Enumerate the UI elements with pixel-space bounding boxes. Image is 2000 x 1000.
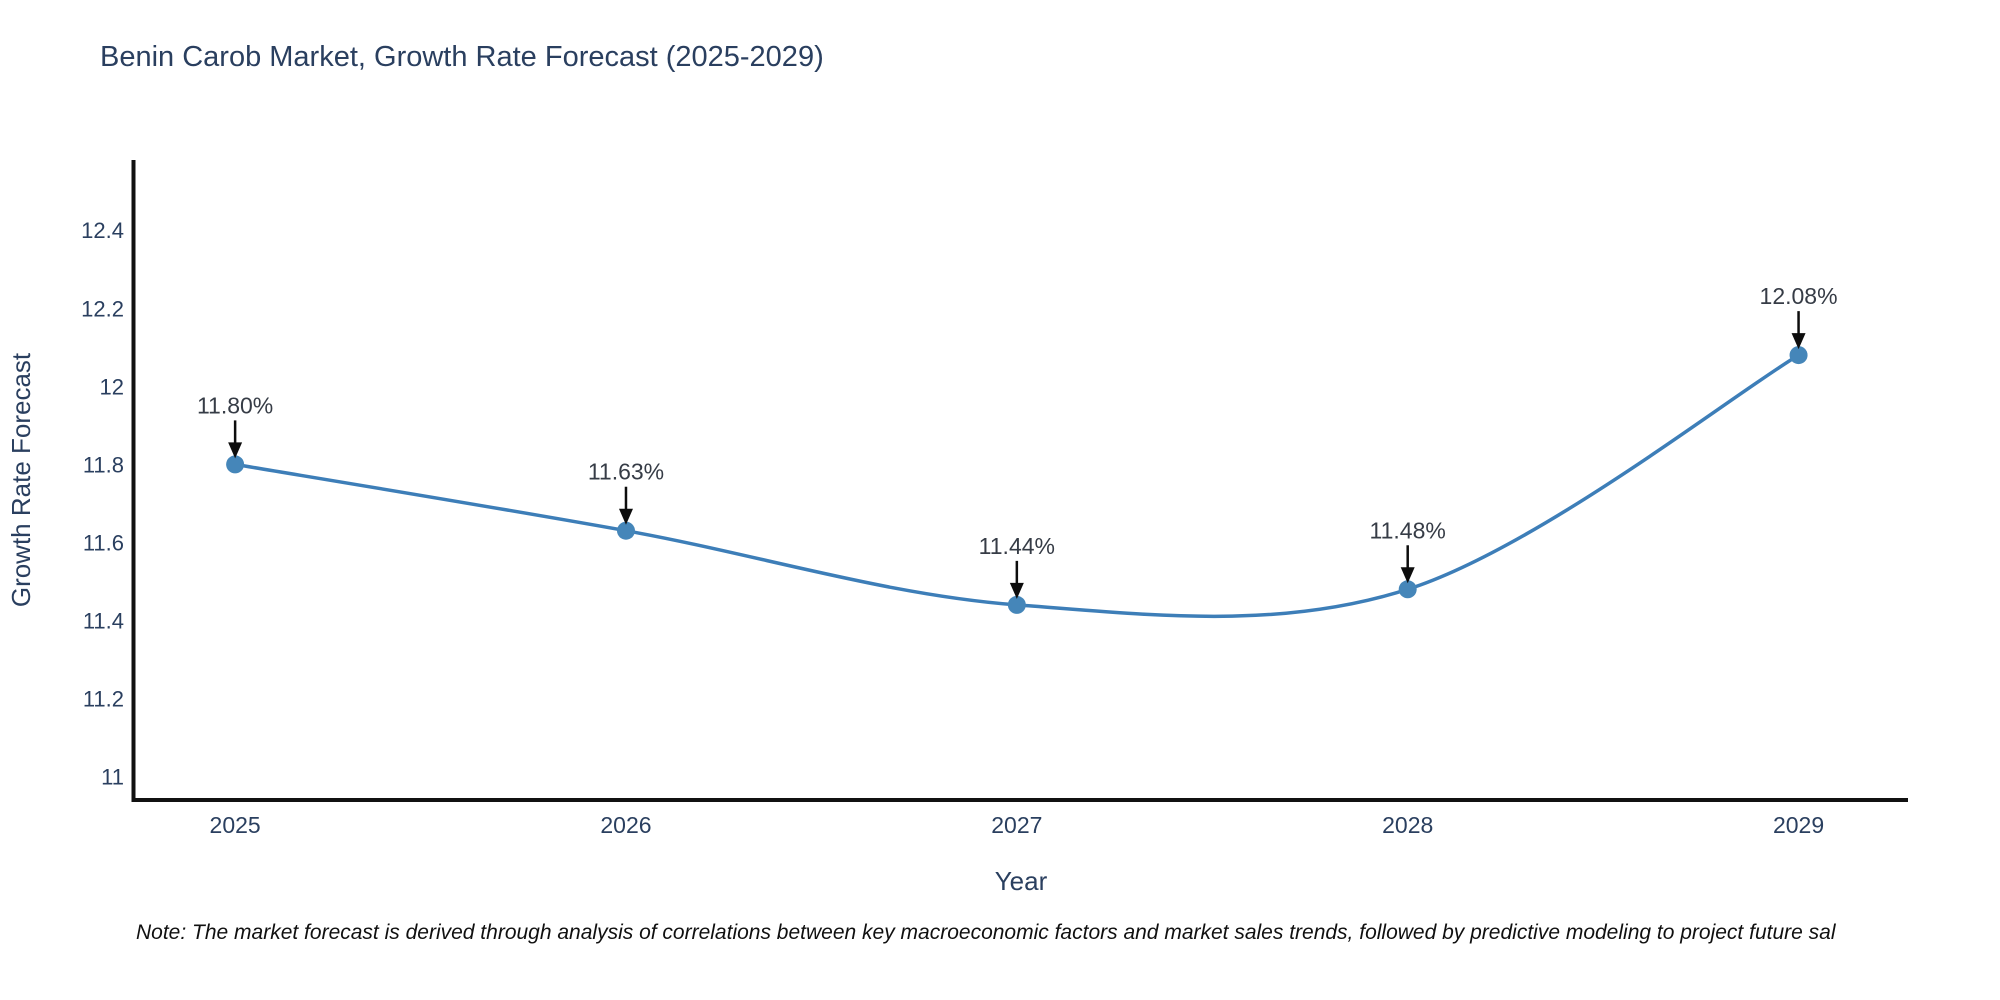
data-point: [1007, 595, 1026, 614]
y-tick-label: 12: [100, 374, 124, 399]
x-tick-label: 2029: [1773, 812, 1824, 838]
annotation-arrow-head: [228, 442, 243, 459]
data-point: [1789, 346, 1808, 365]
x-tick-label: 2025: [210, 812, 261, 838]
x-tick-label: 2026: [600, 812, 651, 838]
y-tick-label: 11.6: [83, 530, 124, 555]
data-point: [1398, 580, 1417, 599]
data-point-label: 11.80%: [197, 392, 273, 418]
data-point: [226, 455, 245, 474]
data-point-label: 12.08%: [1760, 283, 1838, 309]
y-tick-label: 12.2: [81, 296, 124, 321]
annotation-arrow-head: [618, 508, 633, 525]
data-point: [616, 521, 635, 540]
y-tick-label: 11.4: [83, 608, 124, 633]
x-tick-label: 2028: [1382, 812, 1433, 838]
data-point-label: 11.63%: [588, 459, 664, 485]
x-tick-label: 2027: [991, 812, 1042, 838]
annotation-arrow-head: [1400, 567, 1415, 584]
y-tick-label: 12.4: [81, 218, 124, 243]
chart-footnote: Note: The market forecast is derived thr…: [136, 921, 1836, 944]
x-axis-title: Year: [995, 866, 1048, 896]
y-axis-title: Growth Rate Forecast: [6, 352, 36, 607]
data-point-label: 11.44%: [979, 533, 1055, 559]
plot-area: 11 11.2 11.4 11.6 11.8 12 12.2 12.4 2025 2026 2027…: [81, 218, 1837, 838]
annotation-arrow-head: [1791, 333, 1806, 350]
data-point-label: 11.48%: [1370, 517, 1446, 543]
annotation-arrow-head: [1009, 582, 1024, 599]
y-tick-label: 11: [101, 765, 124, 790]
chart-title: Benin Carob Market, Growth Rate Forecast…: [100, 41, 824, 73]
y-tick-label: 11.2: [83, 687, 124, 712]
y-tick-label: 11.8: [83, 452, 124, 477]
